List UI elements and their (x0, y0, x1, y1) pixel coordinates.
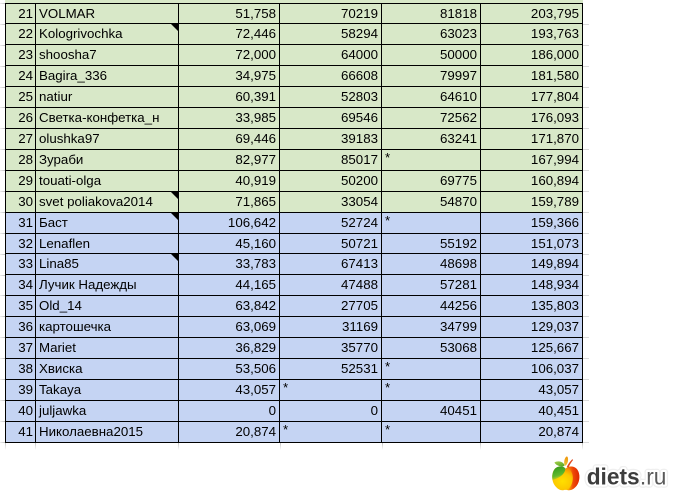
svg-text:.ru: .ru (640, 463, 666, 489)
svg-text:diets: diets (587, 463, 640, 489)
svg-text:diets: diets (587, 463, 640, 489)
svg-text:.ru: .ru (640, 463, 666, 489)
svg-text:.ru: .ru (640, 463, 666, 489)
svg-text:diets: diets (587, 463, 640, 489)
